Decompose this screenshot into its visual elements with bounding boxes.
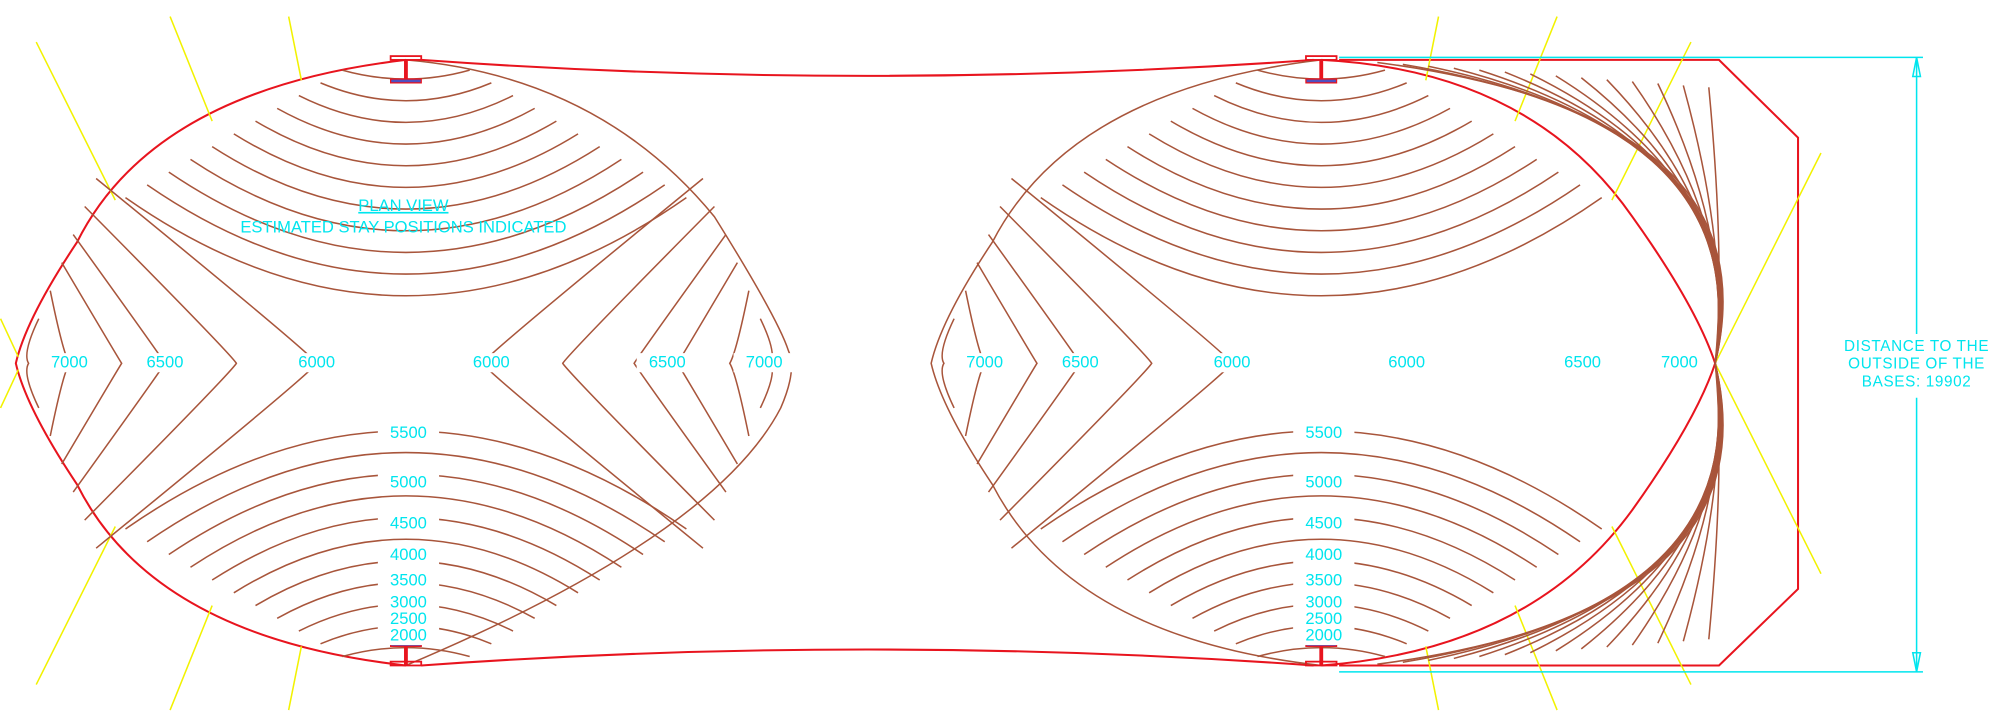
contour-label: 2000 (1305, 626, 1342, 645)
contour (1084, 172, 1558, 252)
stay (36, 42, 115, 200)
contour-label: 4000 (390, 545, 427, 564)
contour (1062, 185, 1580, 274)
contour-label: 6000 (1388, 353, 1425, 372)
contour (27, 319, 39, 408)
beam (1306, 56, 1337, 83)
stays (1, 17, 1821, 711)
stay (1612, 42, 1691, 200)
stay (1515, 17, 1557, 122)
contour-label: 6500 (649, 353, 686, 372)
contour-label: 6000 (1214, 353, 1251, 372)
beam (391, 56, 422, 83)
contour (1041, 198, 1602, 296)
contour-label: 4500 (390, 513, 427, 532)
contour (1192, 108, 1450, 144)
contour-label: 5000 (1305, 473, 1342, 492)
contour-label: 4500 (1305, 513, 1342, 532)
stay (289, 646, 302, 710)
contour-label: 7000 (746, 353, 783, 372)
contour (277, 108, 535, 144)
stay (289, 17, 302, 81)
contour-label: 4000 (1305, 545, 1342, 564)
page: Plan view {"left_view": {"title": "PLAN … (0, 0, 2000, 719)
contour-label: 7000 (1661, 353, 1698, 372)
stay (36, 527, 115, 685)
contour-label: 6500 (1062, 353, 1099, 372)
contour-label: 2000 (390, 626, 427, 645)
beam (391, 643, 422, 666)
contour-label: 6000 (298, 353, 335, 372)
contour-label: 5500 (390, 423, 427, 442)
view-subtitle: ESTIMATED STAY POSITIONS INDICATED (240, 218, 566, 237)
beam (1306, 643, 1337, 666)
dimension-text: BASES: 19902 (1862, 373, 1972, 390)
contour-label: 5500 (1305, 423, 1342, 442)
flange (1306, 79, 1337, 83)
stay (1, 370, 19, 408)
contour (234, 134, 578, 188)
contour-label: 3500 (390, 571, 427, 590)
contour-label: 7000 (966, 353, 1003, 372)
stay (1, 319, 19, 357)
drawing: PLAN VIEW ESTIMATED STAY POSITIONS INDIC… (0, 0, 2000, 719)
stay (1515, 606, 1557, 711)
contour (942, 319, 954, 408)
contour (1214, 96, 1428, 123)
contour-label: 5000 (390, 473, 427, 492)
dimension-text: OUTSIDE OF THE (1848, 356, 1985, 373)
flange (391, 56, 422, 60)
contour (1709, 87, 1719, 639)
view-title: PLAN VIEW (358, 196, 449, 215)
contour (321, 83, 492, 101)
flange (391, 79, 422, 83)
stay (170, 17, 212, 122)
contour (1149, 134, 1493, 188)
body: PLAN VIEW ESTIMATED STAY POSITIONS INDIC… (0, 0, 2000, 719)
contour-label: 6500 (1564, 353, 1601, 372)
edge-bottom (421, 650, 1313, 666)
dimension-text: DISTANCE TO THE (1844, 338, 1989, 355)
contour-label: 6500 (147, 353, 184, 372)
flange (1306, 56, 1337, 60)
contour (1011, 178, 1232, 548)
contour (1127, 147, 1515, 209)
contour-label: 7000 (51, 353, 88, 372)
stay (1715, 153, 1821, 363)
stay (170, 606, 212, 711)
stay (1715, 363, 1821, 573)
contour-label: 6000 (473, 353, 510, 372)
edge-top (421, 60, 1313, 76)
contour (299, 96, 513, 123)
contour (1236, 83, 1407, 101)
contour-label: 3500 (1305, 571, 1342, 590)
stay (1612, 527, 1691, 685)
